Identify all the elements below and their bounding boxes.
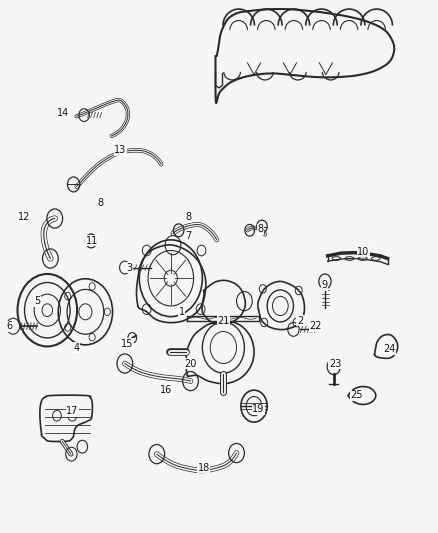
Text: 15: 15 [121, 339, 133, 349]
Text: 13: 13 [114, 146, 127, 155]
Text: 8: 8 [185, 213, 191, 222]
Text: 2: 2 [297, 316, 303, 326]
Text: 4: 4 [74, 343, 80, 352]
Text: 20: 20 [184, 359, 197, 368]
Text: 25: 25 [351, 391, 363, 400]
Text: 7: 7 [185, 231, 191, 240]
Text: 16: 16 [160, 385, 173, 395]
Text: 10: 10 [357, 247, 370, 256]
Text: 21: 21 [217, 316, 230, 326]
Text: 23: 23 [329, 359, 341, 368]
Text: 17: 17 [66, 407, 78, 416]
Text: 24: 24 [384, 344, 396, 354]
Text: 5: 5 [34, 296, 40, 306]
Text: 18: 18 [198, 463, 210, 473]
Text: 11: 11 [86, 236, 98, 246]
Text: 1: 1 [179, 307, 185, 317]
Text: 19: 19 [252, 405, 265, 414]
Text: 8: 8 [258, 224, 264, 234]
Text: 14: 14 [57, 108, 70, 118]
Text: 9: 9 [321, 280, 327, 290]
Text: 3: 3 [126, 263, 132, 272]
Text: 22: 22 [309, 321, 321, 331]
Text: 8: 8 [98, 198, 104, 207]
Text: 6: 6 [7, 321, 13, 331]
Text: 12: 12 [18, 213, 30, 222]
